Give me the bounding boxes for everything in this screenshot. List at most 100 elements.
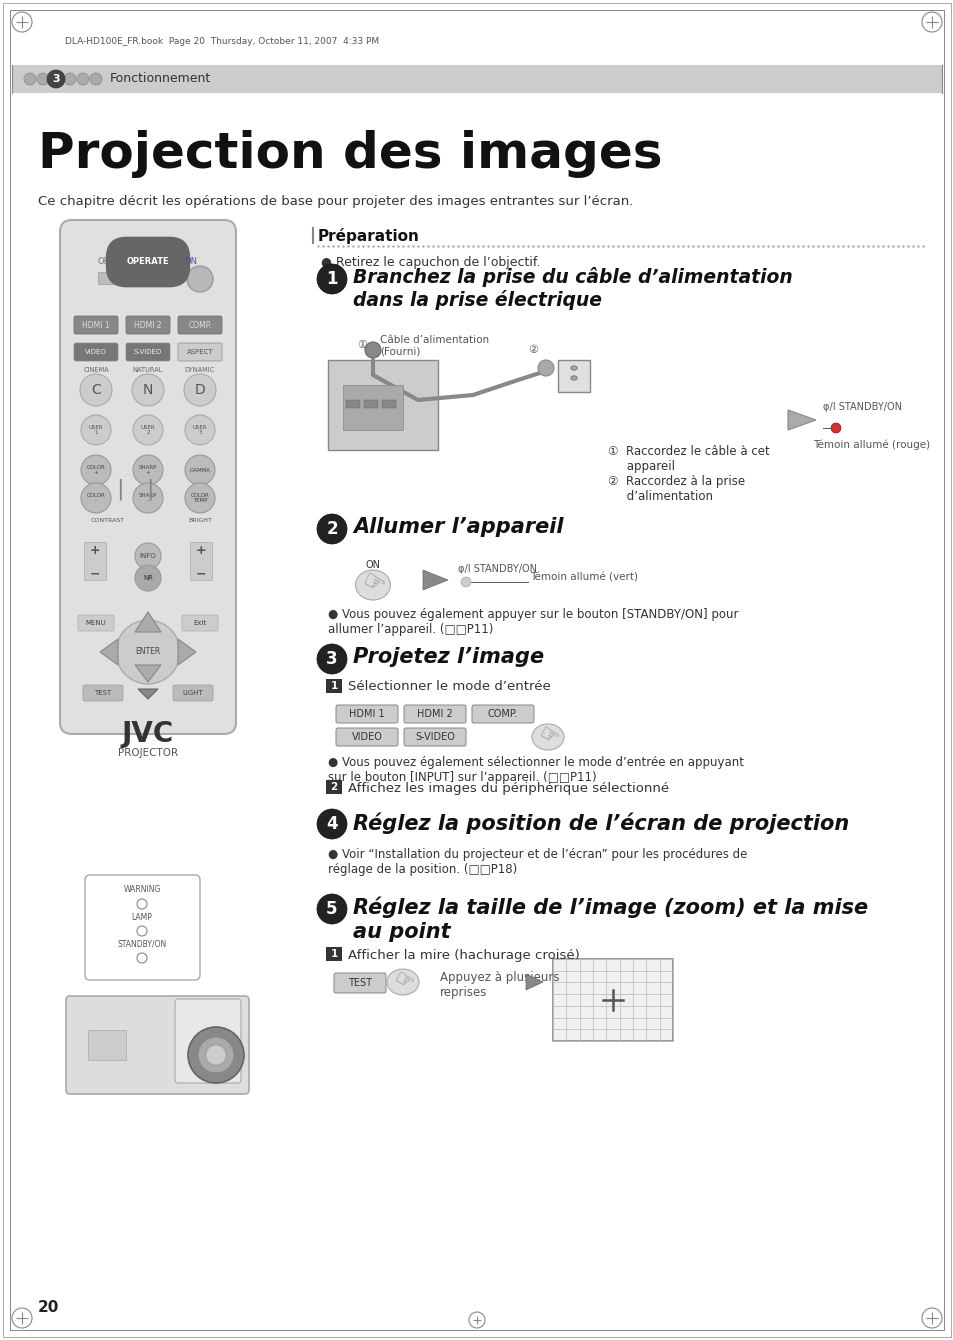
Text: D: D: [194, 383, 205, 397]
Text: −: −: [90, 568, 100, 580]
Text: PROJECTOR: PROJECTOR: [118, 748, 178, 758]
Bar: [326, 780, 341, 795]
Text: USER
3: USER 3: [193, 425, 207, 436]
Polygon shape: [178, 639, 195, 665]
Text: HDMI 2: HDMI 2: [416, 709, 453, 720]
Circle shape: [830, 423, 841, 433]
Text: φ/I STANDBY/ON: φ/I STANDBY/ON: [822, 402, 901, 411]
Circle shape: [316, 809, 347, 839]
Circle shape: [77, 72, 89, 84]
Text: COLOR
-: COLOR -: [87, 493, 105, 504]
Text: GAMMA: GAMMA: [190, 468, 211, 473]
FancyBboxPatch shape: [78, 615, 113, 631]
Text: 1: 1: [330, 681, 337, 691]
FancyBboxPatch shape: [172, 685, 213, 701]
Bar: [326, 679, 341, 693]
Text: C: C: [91, 383, 101, 397]
Text: ☞: ☞: [389, 969, 416, 996]
FancyBboxPatch shape: [182, 615, 218, 631]
Bar: [88, 1030, 126, 1060]
Circle shape: [316, 515, 347, 544]
Circle shape: [185, 456, 214, 485]
Circle shape: [365, 342, 380, 358]
Text: |: |: [116, 478, 124, 500]
Text: DLA-HD100E_FR.book  Page 20  Thursday, October 11, 2007  4:33 PM: DLA-HD100E_FR.book Page 20 Thursday, Oct…: [65, 38, 378, 47]
Text: Ce chapitre décrit les opérations de base pour projeter des images entrantes sur: Ce chapitre décrit les opérations de bas…: [38, 196, 633, 208]
Text: ①: ①: [356, 340, 367, 350]
Circle shape: [90, 72, 102, 84]
FancyBboxPatch shape: [74, 343, 118, 360]
Bar: [553, 959, 672, 1041]
Ellipse shape: [571, 377, 577, 381]
Ellipse shape: [571, 366, 577, 370]
Text: SHARP
+: SHARP +: [139, 465, 157, 476]
Circle shape: [81, 415, 111, 445]
Bar: [381, 401, 395, 407]
Text: 2: 2: [330, 783, 337, 792]
Text: Sélectionner le mode d’entrée: Sélectionner le mode d’entrée: [348, 679, 550, 693]
Text: COLOR
+: COLOR +: [87, 465, 105, 476]
Text: Réglez la taille de l’image (zoom) et la mise
au point: Réglez la taille de l’image (zoom) et la…: [353, 896, 867, 942]
Text: |: |: [146, 478, 153, 500]
Circle shape: [185, 415, 214, 445]
Text: Afficher la mire (hachurage croisé): Afficher la mire (hachurage croisé): [348, 949, 579, 962]
Circle shape: [132, 374, 164, 406]
Text: ● Voir “Installation du projecteur et de l’écran” pour les procédures de
réglage: ● Voir “Installation du projecteur et de…: [328, 848, 746, 876]
Bar: [328, 360, 437, 450]
Text: 1: 1: [330, 949, 337, 959]
Polygon shape: [100, 639, 118, 665]
Text: Projection des images: Projection des images: [38, 130, 661, 178]
FancyBboxPatch shape: [334, 973, 386, 993]
Text: CONTRAST: CONTRAST: [91, 517, 125, 523]
Circle shape: [64, 72, 76, 84]
Text: 2: 2: [326, 520, 337, 537]
Text: Projetez l’image: Projetez l’image: [353, 647, 543, 667]
Text: CINEMA: CINEMA: [83, 367, 109, 373]
Text: −: −: [195, 568, 206, 580]
Text: 4: 4: [326, 815, 337, 833]
Text: COMP.: COMP.: [188, 320, 212, 330]
Text: +: +: [195, 544, 206, 556]
Bar: [558, 360, 589, 393]
Text: ● Retirez le capuchon de l’objectif.: ● Retirez le capuchon de l’objectif.: [320, 256, 540, 269]
Text: OFF: OFF: [98, 257, 114, 267]
Circle shape: [537, 360, 554, 377]
Bar: [364, 401, 377, 407]
Text: N: N: [143, 383, 153, 397]
Text: ON: ON: [185, 257, 198, 267]
FancyBboxPatch shape: [403, 728, 465, 746]
Text: Témoin allumé (rouge): Témoin allumé (rouge): [812, 440, 929, 450]
Circle shape: [137, 899, 147, 909]
Text: JVC: JVC: [122, 720, 174, 748]
Ellipse shape: [387, 969, 418, 996]
Text: φ/I STANDBY/ON: φ/I STANDBY/ON: [457, 564, 537, 574]
Text: ☞: ☞: [357, 570, 388, 600]
Circle shape: [80, 374, 112, 406]
Text: S-VIDEO: S-VIDEO: [133, 348, 162, 355]
Text: ②  Raccordez à la prise
     d’alimentation: ② Raccordez à la prise d’alimentation: [607, 474, 744, 502]
FancyBboxPatch shape: [335, 705, 397, 724]
Text: HDMI 1: HDMI 1: [349, 709, 384, 720]
Text: 1: 1: [326, 269, 337, 288]
Polygon shape: [138, 689, 158, 699]
Text: NR: NR: [143, 575, 152, 582]
Text: USER
2: USER 2: [140, 425, 155, 436]
Text: 20: 20: [38, 1301, 59, 1316]
Circle shape: [81, 482, 111, 513]
FancyBboxPatch shape: [472, 705, 534, 724]
Text: Préparation: Préparation: [317, 228, 419, 244]
FancyBboxPatch shape: [66, 996, 249, 1093]
Text: STANDBY/ON: STANDBY/ON: [117, 939, 167, 949]
Bar: [346, 401, 359, 407]
Text: NATURAL: NATURAL: [132, 367, 163, 373]
Text: ☞: ☞: [534, 724, 561, 750]
FancyBboxPatch shape: [126, 316, 170, 334]
Circle shape: [316, 264, 347, 293]
Text: BRIGHT: BRIGHT: [188, 517, 212, 523]
Circle shape: [206, 1045, 226, 1065]
Text: 3: 3: [326, 650, 337, 669]
Circle shape: [24, 72, 36, 84]
FancyBboxPatch shape: [74, 316, 118, 334]
Circle shape: [132, 415, 163, 445]
Circle shape: [47, 70, 65, 88]
